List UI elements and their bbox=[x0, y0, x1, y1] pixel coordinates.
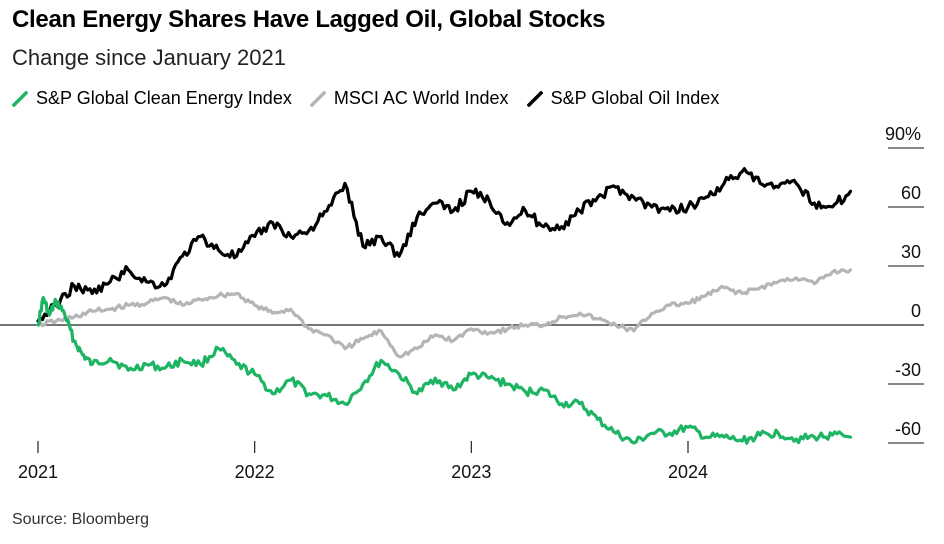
legend-swatch-msci bbox=[309, 90, 326, 107]
legend-swatch-oil bbox=[526, 90, 543, 107]
y-tick-label: 0 bbox=[911, 301, 921, 321]
x-tick-label: 2024 bbox=[668, 462, 708, 482]
legend: S&P Global Clean Energy Index MSCI AC Wo… bbox=[12, 88, 737, 109]
y-tick-label: -30 bbox=[895, 360, 921, 380]
legend-item-msci: MSCI AC World Index bbox=[309, 88, 509, 109]
x-tick-label: 2022 bbox=[235, 462, 275, 482]
x-tick-label: 2023 bbox=[451, 462, 491, 482]
y-tick-label: 90% bbox=[885, 124, 921, 144]
y-tick-label: 30 bbox=[901, 242, 921, 262]
chart-subtitle: Change since January 2021 bbox=[12, 45, 286, 70]
line-oil bbox=[36, 167, 853, 323]
legend-label-clean-energy: S&P Global Clean Energy Index bbox=[36, 88, 292, 108]
chart-title: Clean Energy Shares Have Lagged Oil, Glo… bbox=[12, 6, 606, 33]
line-clean-energy bbox=[36, 295, 853, 445]
y-tick-label: 60 bbox=[901, 183, 921, 203]
legend-swatch-clean-energy bbox=[12, 90, 28, 107]
legend-item-clean-energy: S&P Global Clean Energy Index bbox=[12, 88, 292, 109]
y-tick-label: -60 bbox=[895, 419, 921, 439]
legend-label-oil: S&P Global Oil Index bbox=[550, 88, 720, 108]
source-note: Source: Bloomberg bbox=[12, 511, 149, 528]
x-tick-label: 2021 bbox=[18, 462, 58, 482]
legend-label-msci: MSCI AC World Index bbox=[333, 88, 509, 108]
line-msci-world bbox=[36, 268, 853, 359]
legend-item-oil: S&P Global Oil Index bbox=[526, 88, 720, 109]
